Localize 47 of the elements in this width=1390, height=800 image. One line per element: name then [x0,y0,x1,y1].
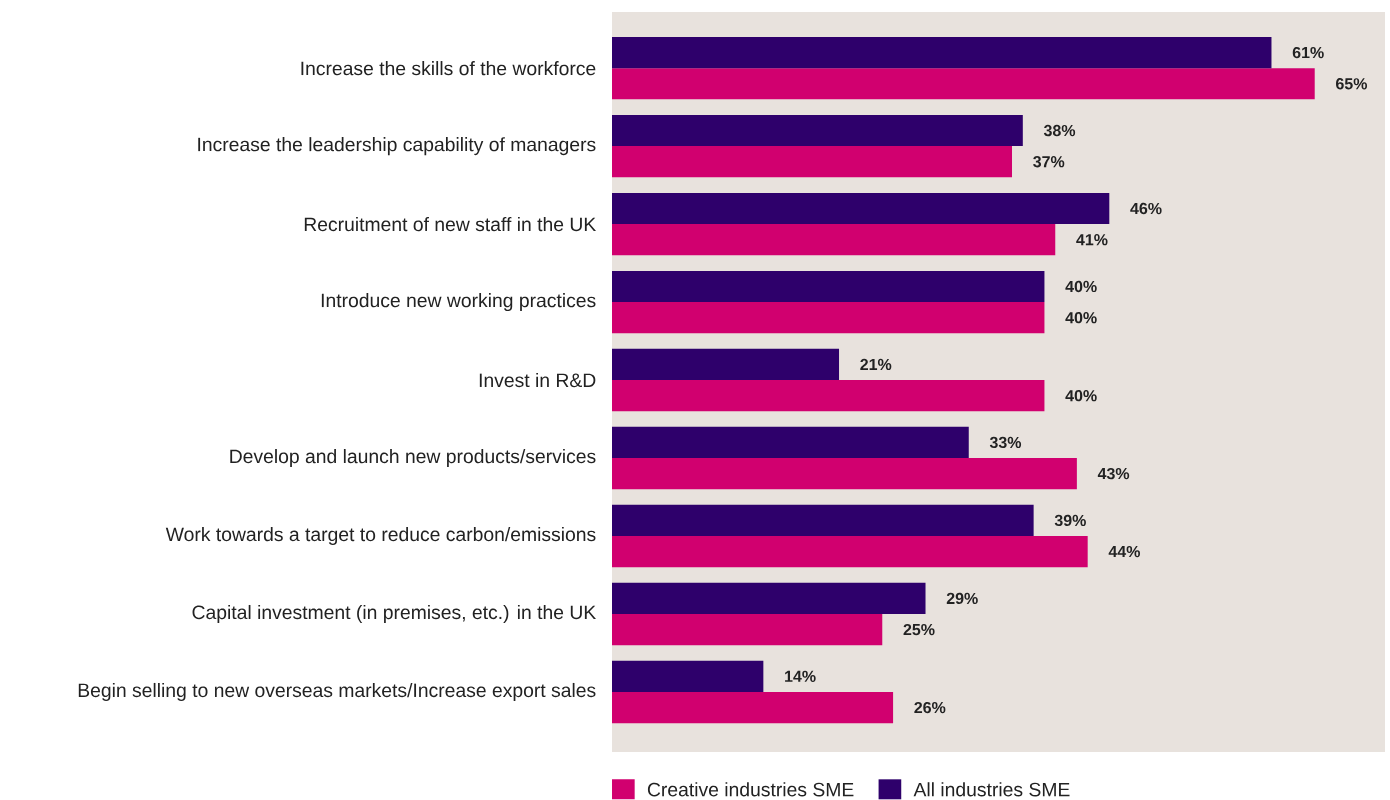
data-label: 29% [946,592,978,605]
bar [612,426,969,459]
y-tick-label: Capital investment (in premises, etc.) in the UK [192,604,596,623]
data-label: 14% [785,670,816,682]
data-label: 61% [1292,46,1324,59]
bar [612,146,1013,178]
bar [612,68,1315,100]
y-tick-label: Introduce new working practices [321,293,596,312]
data-label: 40% [1065,389,1097,402]
data-label: 65% [1336,78,1368,90]
legend-label: All industries SME [913,782,1070,797]
bar [612,582,926,614]
bar [612,114,1023,147]
bar [612,660,764,692]
data-label: 21% [860,358,892,371]
bar [612,691,894,724]
legend-label: Creative industries SME [647,782,854,797]
data-label: 41% [1076,234,1108,246]
bar [612,270,1045,303]
data-label: 33% [989,436,1022,449]
y-tick-label: Invest in R&D [479,372,596,388]
data-label: 26% [914,701,946,714]
y-tick-label: Increase the leadership capability of managers [198,137,596,156]
y-tick-label: Develop and launch new products/services [230,449,596,468]
bar [612,458,1077,490]
bar [612,224,1056,256]
y-tick-label: Work towards a target to reduce carbon/emissions [165,526,596,546]
data-label: 39% [1054,514,1086,527]
data-label: 38% [1043,124,1076,137]
data-label: 40% [1065,312,1097,324]
y-tick-label: Increase the skills of the workforce [301,61,596,76]
y-tick-label: Recruitment of new staff in the UK [304,217,597,232]
bar [612,536,1088,568]
bar [612,348,840,381]
data-label: 44% [1108,545,1140,558]
bar [612,192,1110,225]
bar [612,302,1045,334]
y-tick-label: Begin selling to new overseas markets/Increase export sales [78,682,596,701]
data-label: 25% [903,623,935,636]
bar [612,504,1034,536]
bar [612,380,1045,412]
data-label: 43% [1097,467,1130,480]
data-label: 37% [1033,156,1065,168]
data-label: 40% [1065,280,1097,293]
bar [612,36,1272,69]
bar [612,613,883,646]
data-label: 46% [1130,202,1162,215]
